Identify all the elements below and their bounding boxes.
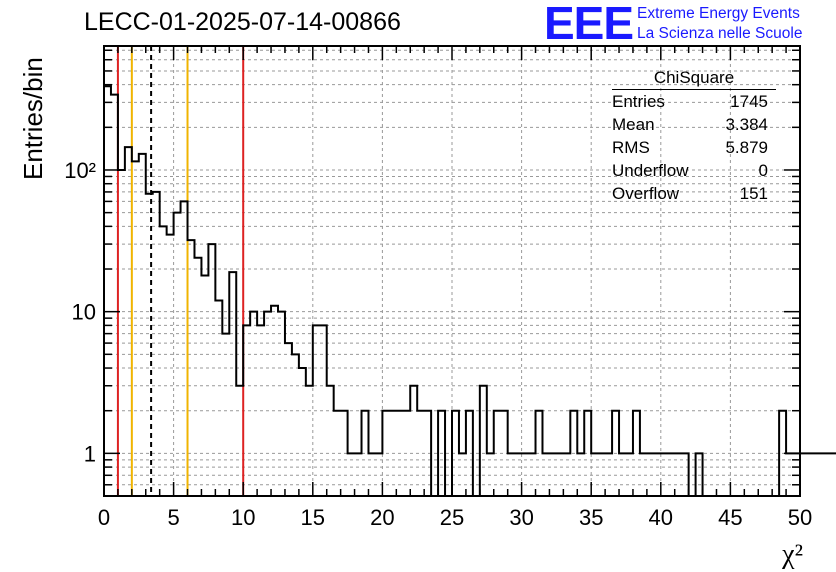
- x-axis-label: χ²: [781, 539, 803, 570]
- x-tick-label: 15: [301, 505, 325, 530]
- stats-label: Underflow: [612, 161, 689, 180]
- stats-label: RMS: [612, 138, 650, 157]
- y-tick-label: 1: [84, 441, 96, 466]
- stats-label: Overflow: [612, 184, 680, 203]
- x-tick-label: 20: [370, 505, 394, 530]
- chart-title: LECC-01-2025-07-14-00866: [84, 8, 401, 36]
- stats-label: Mean: [612, 115, 655, 134]
- stats-label: Entries: [612, 92, 665, 111]
- logo-line-1: Extreme Energy Events: [637, 5, 800, 22]
- x-tick-label: 0: [98, 505, 110, 530]
- y-axis-label: Entries/bin: [18, 57, 48, 180]
- stats-value: 151: [739, 184, 768, 203]
- stats-value: 5.879: [725, 138, 768, 157]
- x-tick-label: 5: [167, 505, 179, 530]
- x-tick-label: 35: [579, 505, 603, 530]
- stats-row-rms: RMS 5.879: [612, 136, 776, 159]
- stats-row-overflow: Overflow 151: [612, 182, 776, 205]
- x-tick-label: 40: [649, 505, 673, 530]
- histogram-series: [104, 85, 836, 497]
- stats-row-mean: Mean 3.384: [612, 113, 776, 136]
- x-tick-label: 25: [440, 505, 464, 530]
- logo-text: Extreme Energy Events La Scienza nelle S…: [637, 4, 802, 44]
- stats-row-entries: Entries 1745: [612, 90, 776, 113]
- y-tick-label: 10: [72, 300, 96, 325]
- stats-value: 1745: [730, 92, 768, 111]
- stats-row-underflow: Underflow 0: [612, 159, 776, 182]
- stats-value: 3.384: [725, 115, 768, 134]
- eee-logo: EEE: [544, 0, 634, 49]
- stats-box: ChiSquare Entries 1745 Mean 3.384 RMS 5.…: [612, 68, 776, 205]
- y-tick-label: 10²: [64, 158, 96, 183]
- x-tick-label: 45: [718, 505, 742, 530]
- logo-line-2: La Scienza nelle Scuole: [637, 25, 803, 42]
- stats-title: ChiSquare: [612, 68, 776, 90]
- x-tick-label: 50: [788, 505, 812, 530]
- x-tick-label: 10: [231, 505, 255, 530]
- x-tick-label: 30: [509, 505, 533, 530]
- stats-value: 0: [758, 161, 768, 180]
